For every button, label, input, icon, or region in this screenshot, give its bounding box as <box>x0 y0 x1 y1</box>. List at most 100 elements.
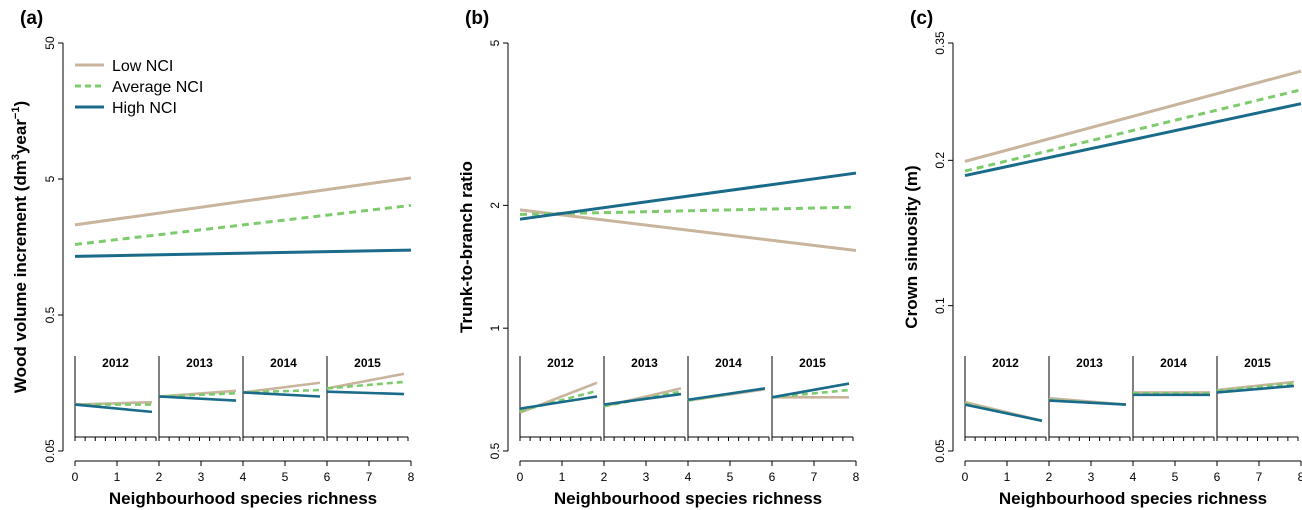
legend-label-low: Low NCI <box>112 58 173 75</box>
y-axis-title: Wood volume increment (dm3year−1) <box>10 101 30 393</box>
y-tick-label: 0.05 <box>933 439 947 463</box>
series-line-low <box>964 69 1302 163</box>
series-line-low <box>519 208 857 253</box>
x-axis-title: Neighbourhood species richness <box>554 489 822 508</box>
panel-c: (c) 0.05 0.1 0.2 0.35 Crown sinuosity (m) 0 1 2 3… <box>902 8 1302 508</box>
x-tick-label: 7 <box>366 470 373 484</box>
x-tick-label: 2 <box>156 470 163 484</box>
inset-year-label: 2013 <box>186 356 213 370</box>
y-axis-title-sup: 3 <box>10 154 22 160</box>
inset-2014: 2014 <box>242 356 325 441</box>
inset-line-high <box>74 403 153 414</box>
x-tick-label: 3 <box>643 470 650 484</box>
x-tick-label: 5 <box>282 470 289 484</box>
inset-line-high <box>519 395 598 410</box>
inset-year-label: 2015 <box>799 356 826 370</box>
y-axis-title-part: ) <box>11 101 30 107</box>
y-tick-label: 5 <box>488 39 502 46</box>
x-tick-label: 7 <box>1256 470 1263 484</box>
x-tick-label: 0 <box>72 470 79 484</box>
inset-line-high <box>603 392 682 406</box>
inset-line-high <box>1048 399 1127 406</box>
series-line-average <box>964 88 1302 173</box>
inset-2012: 2012 <box>519 356 602 441</box>
y-axis-title-part: Wood volume increment (dm <box>11 160 30 393</box>
inset-year-label: 2014 <box>270 356 297 370</box>
y-tick-label: 0.1 <box>933 297 947 314</box>
inset-year-label: 2015 <box>1244 356 1271 370</box>
inset-2015: 2015 <box>771 356 854 441</box>
y-tick-label: 0.5 <box>43 306 57 323</box>
inset-line-high <box>1216 384 1295 394</box>
inset-year-label: 2012 <box>102 356 129 370</box>
inset-2013: 2013 <box>1048 356 1131 441</box>
x-tick-label: 0 <box>517 470 524 484</box>
y-tick-label: 2 <box>488 202 502 209</box>
x-tick-label: 4 <box>240 470 247 484</box>
x-tick-label: 1 <box>559 470 566 484</box>
inset-line-high <box>242 391 321 398</box>
legend: Low NCI Average NCI High NCI <box>75 58 203 117</box>
inset-year-label: 2013 <box>631 356 658 370</box>
inset-year-label: 2015 <box>354 356 381 370</box>
inset-2014: 2014 <box>687 356 770 441</box>
x-tick-label: 3 <box>198 470 205 484</box>
inset-year-label: 2014 <box>1160 356 1187 370</box>
x-tick-label: 6 <box>769 470 776 484</box>
y-tick-label: 0.05 <box>43 439 57 463</box>
inset-2012: 2012 <box>964 356 1047 441</box>
panel-b: (b) 0.5 1 2 5 Trunk-to-branch ratio 0 1 2 3 4 5 6 7 8 N… <box>457 8 860 508</box>
x-tick-label: 5 <box>727 470 734 484</box>
x-tick-label: 3 <box>1088 470 1095 484</box>
inset-year-label: 2014 <box>715 356 742 370</box>
inset-2013: 2013 <box>603 356 686 441</box>
series-line-low <box>74 176 412 227</box>
x-tick-label: 1 <box>1004 470 1011 484</box>
y-axis-title: Crown sinuosity (m) <box>902 165 921 328</box>
series-line-average <box>519 205 857 216</box>
series-line-high <box>519 171 857 221</box>
x-tick-label: 8 <box>853 470 860 484</box>
inset-line-high <box>771 382 850 399</box>
y-axis-title-part: year <box>11 119 30 154</box>
y-tick-label: 50 <box>43 36 57 50</box>
inset-line-low <box>326 372 405 390</box>
y-tick-label: 0.5 <box>488 442 502 459</box>
inset-line-high <box>964 403 1043 423</box>
legend-label-average: Average NCI <box>112 79 203 96</box>
inset-2014: 2014 <box>1132 356 1215 441</box>
y-tick-label: 1 <box>488 325 502 332</box>
x-tick-label: 4 <box>1130 470 1137 484</box>
inset-line-high <box>687 387 766 402</box>
inset-year-label: 2012 <box>547 356 574 370</box>
series-line-high <box>964 102 1302 178</box>
inset-year-label: 2013 <box>1076 356 1103 370</box>
inset-year-label: 2012 <box>992 356 1019 370</box>
y-tick-label: 5 <box>43 175 57 182</box>
x-tick-label: 1 <box>114 470 121 484</box>
inset-line-average <box>1216 382 1295 393</box>
x-tick-label: 7 <box>811 470 818 484</box>
panel-letter: (b) <box>465 8 489 29</box>
x-tick-label: 0 <box>962 470 969 484</box>
y-tick-label: 0.2 <box>933 152 947 169</box>
x-tick-label: 2 <box>1046 470 1053 484</box>
panel-letter: (c) <box>910 8 933 29</box>
x-tick-label: 6 <box>1214 470 1221 484</box>
series-line-high <box>74 248 412 258</box>
x-tick-label: 4 <box>685 470 692 484</box>
x-tick-label: 8 <box>1298 470 1302 484</box>
y-tick-label: 0.35 <box>933 31 947 55</box>
x-tick-label: 6 <box>324 470 331 484</box>
series-line-average <box>74 203 412 246</box>
inset-line-high <box>158 395 237 402</box>
panel-letter: (a) <box>20 8 43 29</box>
y-axis-title-sup: −1 <box>10 107 22 120</box>
inset-2015: 2015 <box>1216 356 1299 441</box>
x-tick-label: 5 <box>1172 470 1179 484</box>
legend-label-high: High NCI <box>112 100 177 117</box>
x-axis-title: Neighbourhood species richness <box>999 489 1267 508</box>
inset-2013: 2013 <box>158 356 241 441</box>
